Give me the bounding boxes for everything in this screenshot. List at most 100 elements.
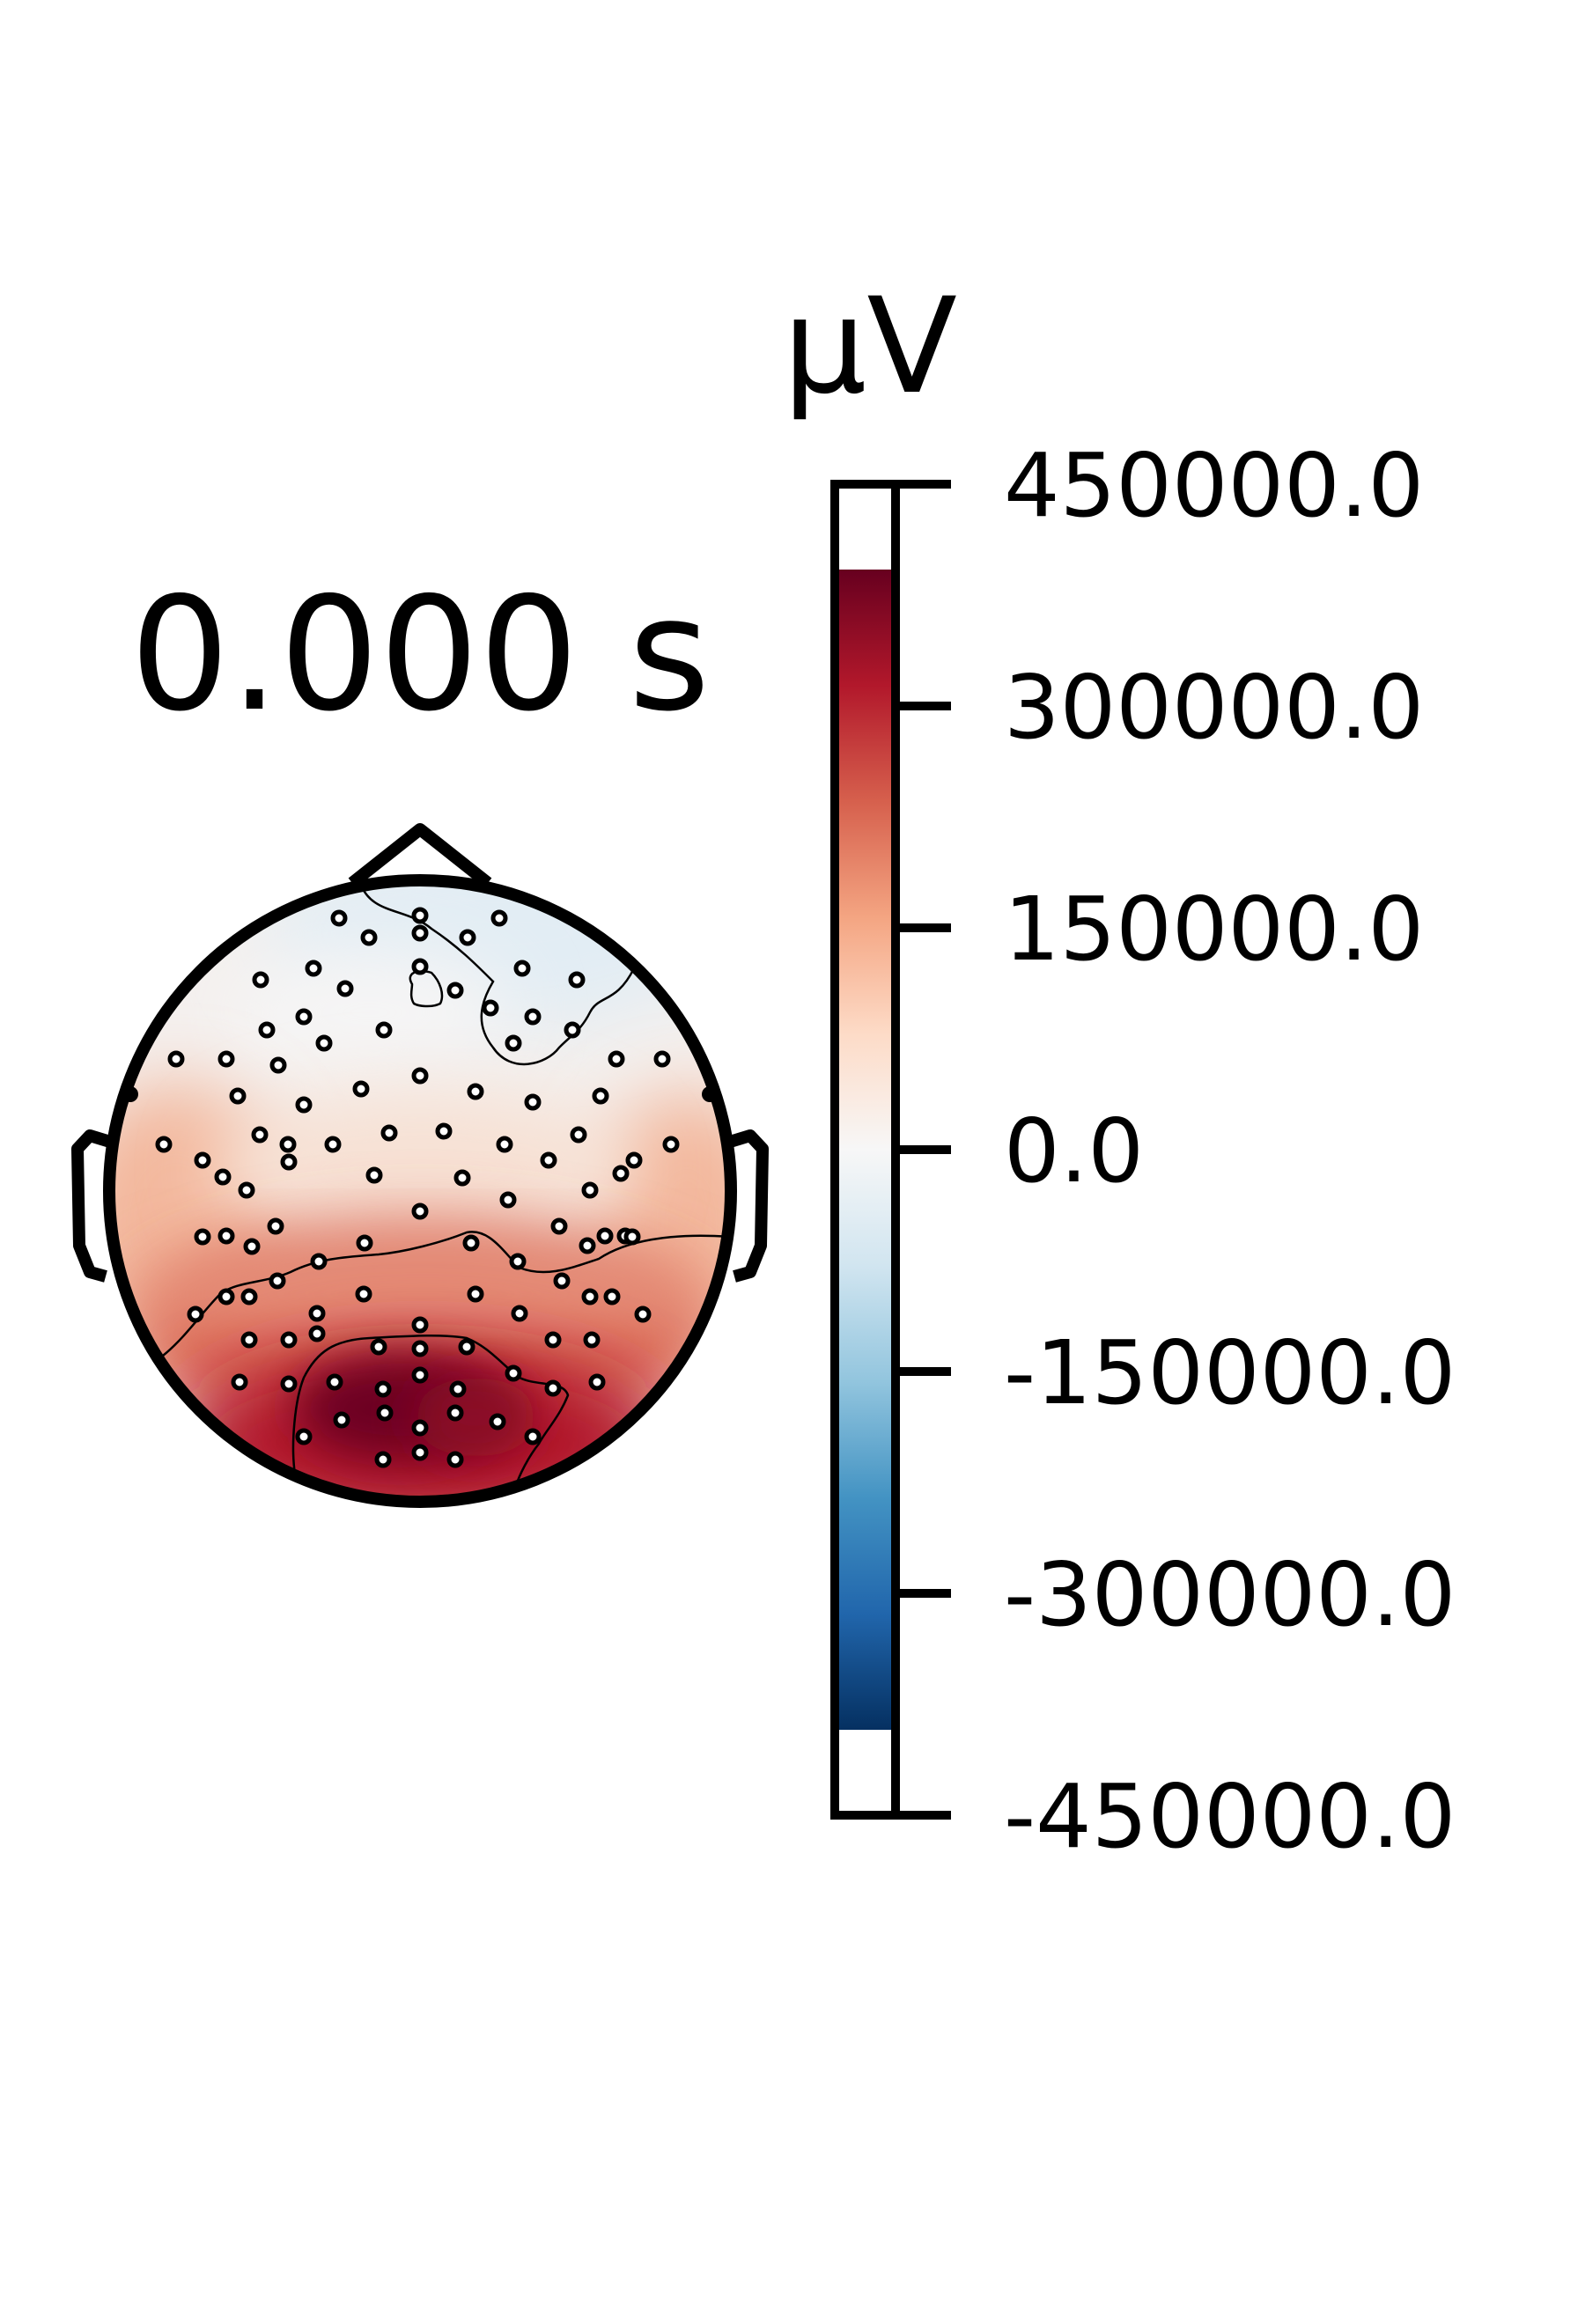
sensor-marker — [295, 1428, 313, 1445]
sensor-marker — [280, 1375, 298, 1393]
sensor-marker — [482, 999, 499, 1017]
sensor-marker — [570, 1126, 587, 1144]
sensor-marker — [267, 1217, 284, 1235]
sensor-marker — [365, 1166, 383, 1184]
sensor-marker — [411, 1340, 429, 1357]
sensor-marker — [352, 1080, 370, 1098]
sensor-marker — [511, 1305, 528, 1322]
colorbar-tick-label: 0.0 — [1004, 1099, 1144, 1202]
sensor-marker — [356, 1234, 373, 1252]
sensor-marker — [453, 1169, 471, 1187]
sensor-marker — [446, 1451, 464, 1468]
sensor-marker — [524, 1428, 542, 1445]
time-title: 0.000 s — [130, 563, 711, 746]
sensor-marker — [581, 1181, 599, 1199]
sensor-marker — [155, 1136, 173, 1153]
sensor-marker — [553, 1272, 571, 1290]
sensor-marker — [625, 1151, 643, 1169]
sensor-marker — [217, 1288, 235, 1305]
sensor-marker — [462, 1234, 480, 1252]
sensor-marker — [326, 1373, 343, 1391]
sensor-marker — [324, 1136, 342, 1153]
sensor-marker — [435, 1122, 453, 1140]
sensor-marker — [240, 1288, 258, 1305]
sensor-marker — [214, 1168, 232, 1186]
sensor-marker — [524, 1008, 542, 1026]
sensor-marker — [243, 1238, 261, 1255]
sensor-marker — [360, 929, 378, 946]
sensor-marker — [458, 1338, 476, 1356]
sensor-marker — [544, 1331, 562, 1349]
sensor-marker — [702, 1086, 718, 1102]
sensor-marker — [489, 1413, 506, 1430]
sensor-marker — [623, 1228, 641, 1246]
sensor-marker — [509, 1253, 527, 1270]
sensor-marker — [505, 1034, 522, 1052]
sensor-marker — [550, 1217, 568, 1235]
sensor-marker — [568, 971, 586, 989]
head-outline — [103, 874, 737, 1508]
sensor-marker — [251, 1126, 269, 1144]
sensor-marker — [524, 1093, 542, 1111]
sensor-marker — [583, 1331, 601, 1349]
sensor-marker — [540, 1151, 557, 1169]
colorbar-tick-label: 300000.0 — [1004, 656, 1424, 759]
sensor-marker — [375, 1021, 393, 1039]
sensor-marker — [279, 1136, 297, 1153]
sensor-marker — [240, 1331, 258, 1349]
colorbar-tick-label: 150000.0 — [1004, 878, 1424, 981]
sensor-marker — [336, 980, 354, 997]
colorbar-unit-label: µV — [783, 270, 957, 423]
sensor-marker — [603, 1288, 621, 1305]
sensor-marker — [653, 1050, 671, 1068]
sensor-marker — [194, 1228, 211, 1246]
colorbar-tick-label: -450000.0 — [1004, 1765, 1456, 1868]
sensor-marker — [662, 1136, 680, 1153]
sensor-marker — [459, 929, 476, 946]
sensor-marker — [122, 1086, 138, 1102]
sensor-marker — [167, 1050, 185, 1068]
colorbar-tick-label: -300000.0 — [1004, 1543, 1456, 1646]
sensor-marker — [374, 1380, 392, 1398]
sensor-marker — [467, 1285, 484, 1303]
sensor-marker — [194, 1151, 211, 1169]
sensor-marker — [308, 1325, 326, 1342]
sensor-marker — [310, 1253, 328, 1270]
contour-line — [358, 880, 636, 1066]
sensor-marker — [596, 1227, 614, 1245]
sensor-markers — [122, 907, 718, 1468]
colorbar-tick-label: 450000.0 — [1004, 434, 1424, 537]
sensor-marker — [592, 1087, 609, 1105]
sensor-marker — [374, 1451, 392, 1468]
sensor-marker — [269, 1272, 286, 1290]
sensor-marker — [505, 1364, 522, 1382]
sensor-marker — [564, 1021, 581, 1039]
sensor-marker — [333, 1411, 350, 1429]
sensor-marker — [217, 1050, 235, 1068]
sensor-marker — [295, 1008, 313, 1026]
sensor-marker — [295, 1096, 313, 1114]
sensor-marker — [588, 1373, 606, 1391]
topomap — [71, 823, 769, 1508]
nose — [348, 823, 492, 888]
sensor-marker — [280, 1153, 298, 1171]
sensor-marker — [258, 1021, 276, 1039]
sensor-marker — [446, 982, 464, 999]
sensor-marker — [499, 1191, 517, 1209]
sensor-marker — [411, 1316, 429, 1334]
sensor-marker — [308, 1305, 326, 1322]
right-ear — [727, 1129, 769, 1283]
sensor-marker — [581, 1288, 599, 1305]
sensor-marker — [305, 960, 322, 977]
sensor-marker — [229, 1087, 247, 1105]
contour-line — [162, 1231, 731, 1357]
sensor-marker — [315, 1034, 333, 1052]
sensor-marker — [269, 1056, 287, 1074]
colorbar-gradient — [835, 570, 896, 1730]
sensor-marker — [330, 909, 348, 927]
sensor-marker — [238, 1181, 255, 1199]
sensor-marker — [449, 1380, 467, 1398]
sensor-marker — [612, 1165, 630, 1182]
colorbar: 450000.0 300000.0 150000.0 0.0 -150000.0 -300… — [783, 270, 1456, 1868]
